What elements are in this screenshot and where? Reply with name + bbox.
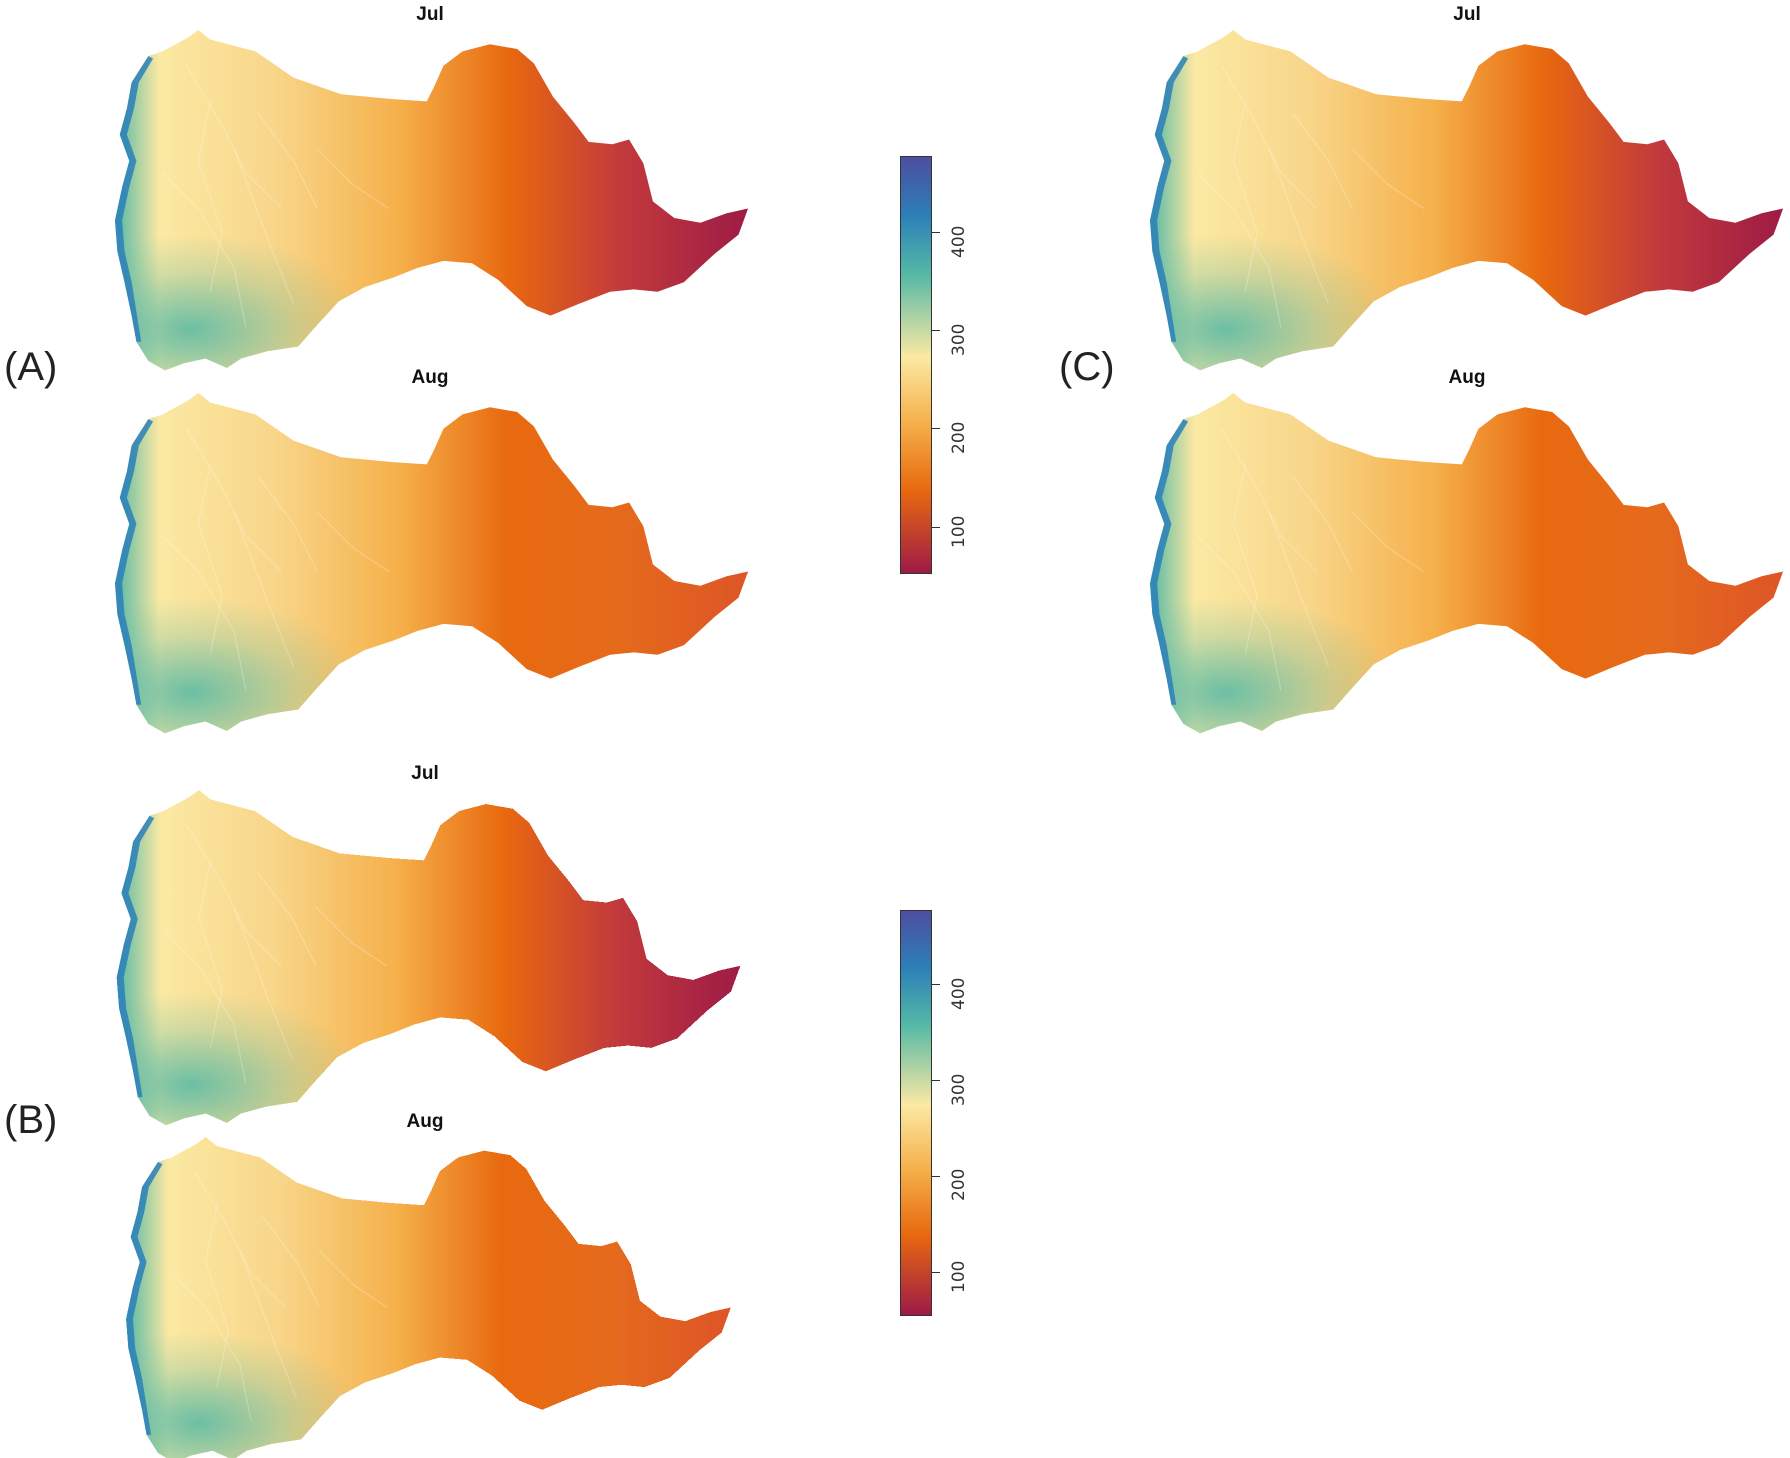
colorbar-bottom-tick-label: 100 — [949, 1260, 969, 1293]
highland-tint — [1150, 30, 1784, 371]
colorbar-top-tick — [932, 527, 940, 528]
colorbar-top: 100 200 300 400 — [900, 156, 980, 576]
panel-label-c: (C) — [1059, 345, 1115, 389]
colorbar-top-tick — [932, 330, 940, 331]
highland-tint — [115, 393, 749, 734]
terrain-texture — [163, 824, 387, 1084]
map-c-aug — [1150, 393, 1784, 734]
terrain-texture — [162, 428, 390, 691]
map-title-c-aug: Aug — [1448, 367, 1486, 388]
colorbar-bottom-tick-label: 300 — [949, 1073, 969, 1106]
colorbar-bottom-tick — [932, 984, 940, 985]
panel-label-b: (B) — [4, 1098, 58, 1142]
colorbar-bottom-tick — [932, 1176, 940, 1177]
colorbar-top-tick-label: 100 — [949, 515, 969, 548]
map-c-jul — [1150, 30, 1784, 371]
colorbar-bottom-tick-label: 400 — [949, 977, 969, 1010]
west-edge — [126, 1162, 163, 1435]
colorbar-top-tick — [932, 428, 940, 429]
colorbar-top-tick — [932, 232, 940, 233]
terrain-texture — [162, 65, 390, 328]
terrain-texture — [171, 1170, 388, 1422]
colorbar-bottom-tick — [932, 1080, 940, 1081]
panel-label-a: (A) — [4, 345, 58, 389]
colorbar-bottom-gradient — [900, 910, 932, 1316]
west-edge — [1150, 419, 1189, 705]
colorbar-top-tick-label: 300 — [949, 323, 969, 356]
map-title-b-jul: Jul — [411, 763, 439, 784]
highland-tint — [115, 30, 749, 371]
terrain-texture — [1197, 65, 1425, 328]
map-a-aug — [115, 393, 749, 734]
map-title-b-aug: Aug — [406, 1111, 444, 1132]
map-b-jul — [116, 790, 741, 1126]
terrain-texture — [1197, 428, 1425, 691]
colorbar-top-tick-label: 200 — [949, 421, 969, 454]
colorbar-bottom-tick-label: 200 — [949, 1168, 969, 1201]
highland-tint — [126, 1137, 731, 1458]
west-edge — [115, 56, 154, 342]
west-edge — [115, 419, 154, 705]
colorbar-top-gradient — [900, 156, 932, 574]
colorbar-top-tick-label: 400 — [949, 225, 969, 258]
map-title-c-jul: Jul — [1453, 4, 1481, 25]
highland-tint — [116, 790, 741, 1126]
map-b-aug — [126, 1137, 731, 1458]
colorbar-bottom: 100 200 300 400 — [900, 910, 980, 1318]
highland-tint — [1150, 393, 1784, 734]
map-title-a-jul: Jul — [416, 4, 444, 25]
west-edge — [116, 815, 155, 1098]
map-title-a-aug: Aug — [411, 367, 449, 388]
west-edge — [1150, 56, 1189, 342]
map-a-jul — [115, 30, 749, 371]
colorbar-bottom-tick — [932, 1272, 940, 1273]
